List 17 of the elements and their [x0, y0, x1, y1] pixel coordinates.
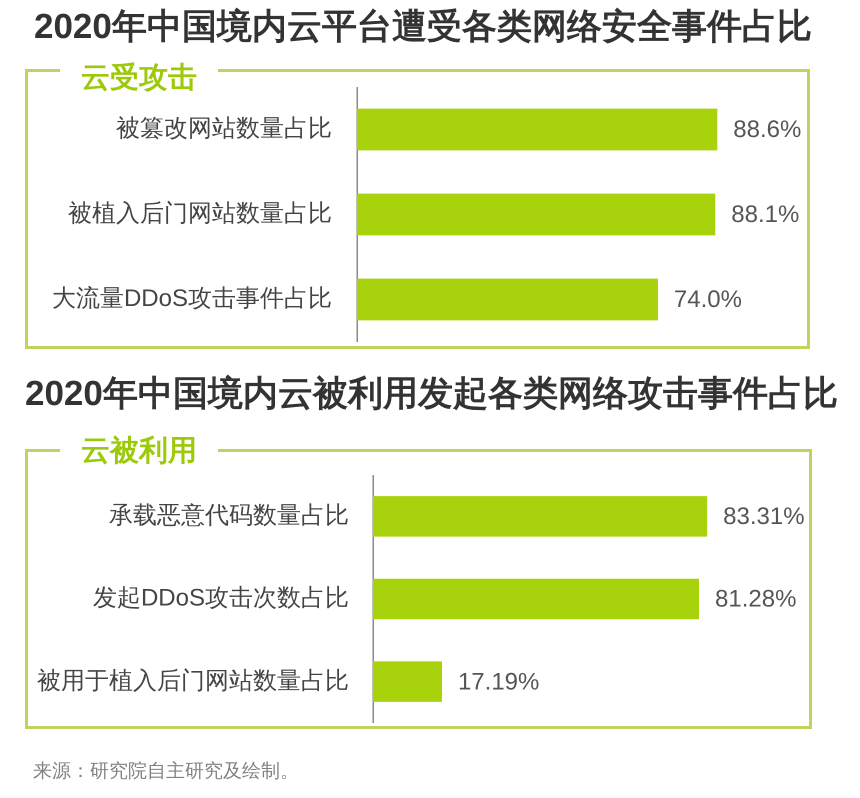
data-label: 83.31%	[723, 502, 805, 530]
chart-subtitle: 云受攻击	[81, 61, 197, 96]
chart-title: 2020年中国境内云被利用发起各类网络攻击事件占比	[25, 373, 838, 415]
data-label: 88.1%	[731, 201, 800, 228]
data-label: 74.0%	[674, 286, 742, 314]
y-tick-label: 发起DDoS攻击次数占比	[92, 584, 349, 612]
y-tick-label: 大流量DDoS攻击事件占比	[52, 285, 332, 312]
data-label: 81.28%	[715, 586, 796, 613]
y-tick-label: 承载恶意代码数量占比	[109, 502, 349, 529]
data-label: 88.6%	[733, 116, 802, 144]
text: 云被利用	[81, 434, 197, 469]
y-tick-label: 被用于植入后门网站数量占比	[37, 667, 349, 694]
y-tick-label: 被篡改网站数量占比	[116, 115, 332, 142]
source-note: 来源：研究院自主研究及绘制。	[33, 760, 299, 784]
data-label: 17.19%	[458, 668, 540, 696]
chart-title: 2020年中国境内云平台遭受各类网络安全事件占比	[34, 6, 812, 48]
y-tick-label: 被植入后门网站数量占比	[68, 200, 332, 228]
